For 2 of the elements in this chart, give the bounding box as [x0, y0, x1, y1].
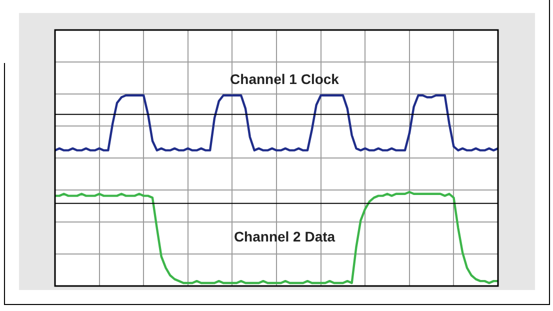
series-label: Channel 2 Data: [234, 228, 336, 244]
series-label: Channel 1 Clock: [230, 71, 340, 88]
